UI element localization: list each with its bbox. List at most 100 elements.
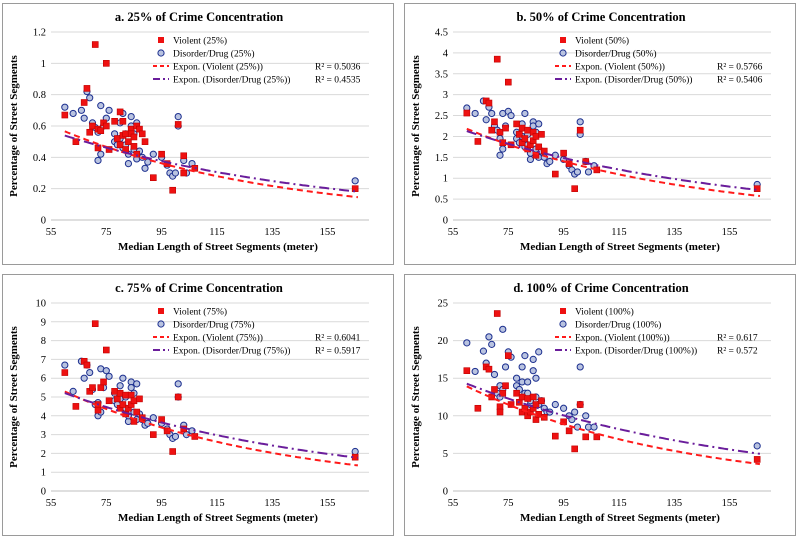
violent-point — [180, 152, 188, 160]
y-tick-label: 1.5 — [435, 153, 448, 164]
disorder-point — [171, 432, 180, 441]
violent-trendline — [466, 127, 761, 197]
disorder-point — [551, 400, 559, 409]
violent-point — [114, 135, 121, 142]
x-tick-label: 135 — [264, 227, 280, 238]
y-tick-label: 5 — [443, 449, 448, 460]
violent-point — [753, 185, 761, 192]
disorder-point — [496, 151, 504, 159]
disorder-point — [576, 363, 584, 371]
disorder-point — [69, 387, 77, 395]
violent-point — [538, 131, 545, 138]
y-tick-label: 4.5 — [435, 28, 448, 39]
y-tick-label: 0 — [443, 487, 448, 498]
violent-point — [576, 126, 584, 134]
disorder-point — [69, 109, 77, 118]
violent-point — [105, 397, 113, 405]
disorder-point — [518, 363, 526, 371]
violent-point — [505, 78, 512, 86]
y-tick-label: 3 — [443, 90, 448, 101]
legend-marker-disorder — [559, 320, 567, 328]
x-tick-label: 55 — [448, 498, 459, 509]
x-tick-label: 95 — [558, 498, 569, 509]
violent-point — [103, 60, 110, 67]
disorder-point — [526, 155, 535, 164]
disorder-point — [488, 340, 496, 348]
x-axis-label: Median Length of Street Segments (meter) — [118, 241, 318, 253]
x-tick-label: 55 — [46, 227, 57, 238]
x-tick-label: 155 — [320, 227, 336, 238]
x-tick-label: 95 — [156, 227, 167, 238]
disorder-point — [521, 352, 529, 360]
x-axis-label: Median Length of Street Segments (meter) — [118, 512, 318, 524]
legend-disorder: Disorder/Drug (100%) — [575, 320, 661, 331]
violent-point — [516, 131, 523, 138]
disorder-point — [532, 374, 540, 382]
legend-marker-violent — [158, 37, 164, 43]
violent-point — [524, 395, 531, 402]
violent-point — [133, 408, 141, 416]
violent-point — [116, 389, 124, 397]
disorder-point — [584, 168, 593, 176]
x-tick-label: 75 — [101, 498, 112, 509]
r2-disorder: R² = 0.572 — [717, 347, 758, 357]
y-tick-label: 9 — [41, 317, 46, 328]
violent-point — [169, 186, 176, 194]
disorder-point — [77, 106, 86, 114]
r2-violent: R² = 0.5036 — [315, 63, 361, 73]
legend-disorder: Disorder/Drug (50%) — [575, 49, 657, 60]
x-tick-label: 115 — [611, 498, 626, 509]
violent-point — [97, 127, 105, 134]
disorder-point — [471, 367, 479, 376]
violent-point — [493, 55, 501, 63]
violent-point — [496, 408, 504, 416]
x-axis-label: Median Length of Street Segments (meter) — [520, 512, 720, 524]
disorder-point — [141, 164, 149, 172]
violent-trendline — [64, 390, 359, 467]
x-tick-label: 115 — [209, 498, 224, 509]
disorder-point — [571, 408, 579, 416]
y-tick-label: 2.5 — [435, 111, 448, 122]
violent-point — [180, 169, 188, 177]
disorder-point — [351, 447, 359, 456]
legend-exp-violent: Expon. (Violent (50%)) — [575, 62, 665, 73]
y-tick-label: 4 — [41, 411, 47, 422]
violent-point — [518, 393, 526, 401]
chart-panel-d: d. 100% of Crime Concentration 0 5 10 15 20 25… — [404, 274, 796, 536]
r2-disorder: R² = 0.5917 — [315, 347, 361, 357]
x-tick-label: 75 — [101, 227, 112, 238]
x-tick-label: 135 — [666, 227, 682, 238]
violent-point — [111, 388, 118, 395]
disorder-point — [86, 94, 94, 102]
violent-point — [136, 395, 143, 403]
disorder-point — [102, 367, 110, 375]
disorder-trendline — [64, 134, 359, 193]
y-tick-label: 1 — [41, 59, 46, 70]
y-tick-label: 0.5 — [435, 195, 448, 206]
violent-trendline — [64, 130, 359, 199]
violent-point — [133, 150, 141, 158]
y-tick-label: 2 — [41, 449, 46, 460]
disorder-point — [463, 339, 471, 347]
violent-point — [174, 393, 182, 401]
y-tick-label: 5 — [41, 393, 46, 404]
x-tick-label: 155 — [722, 227, 738, 238]
x-tick-label: 155 — [722, 498, 738, 509]
disorder-trendline — [466, 130, 761, 192]
x-tick-label: 55 — [448, 227, 459, 238]
disorder-point — [488, 109, 496, 118]
legend-exp-disorder: Expon. (Disorder/Drug (50%)) — [575, 75, 692, 86]
violent-point — [463, 367, 471, 374]
disorder-point — [149, 414, 157, 422]
violent-point — [103, 122, 110, 130]
violent-point — [753, 456, 761, 463]
violent-point — [560, 149, 567, 157]
y-tick-label: 0.8 — [33, 90, 46, 101]
y-axis-label: Percentage of Street Segments — [8, 325, 20, 467]
y-tick-label: 4 — [443, 48, 449, 59]
disorder-point — [576, 118, 584, 126]
disorder-point — [521, 109, 529, 118]
disorder-point — [80, 114, 88, 122]
x-tick-label: 95 — [156, 498, 167, 509]
y-tick-label: 1 — [41, 468, 46, 479]
